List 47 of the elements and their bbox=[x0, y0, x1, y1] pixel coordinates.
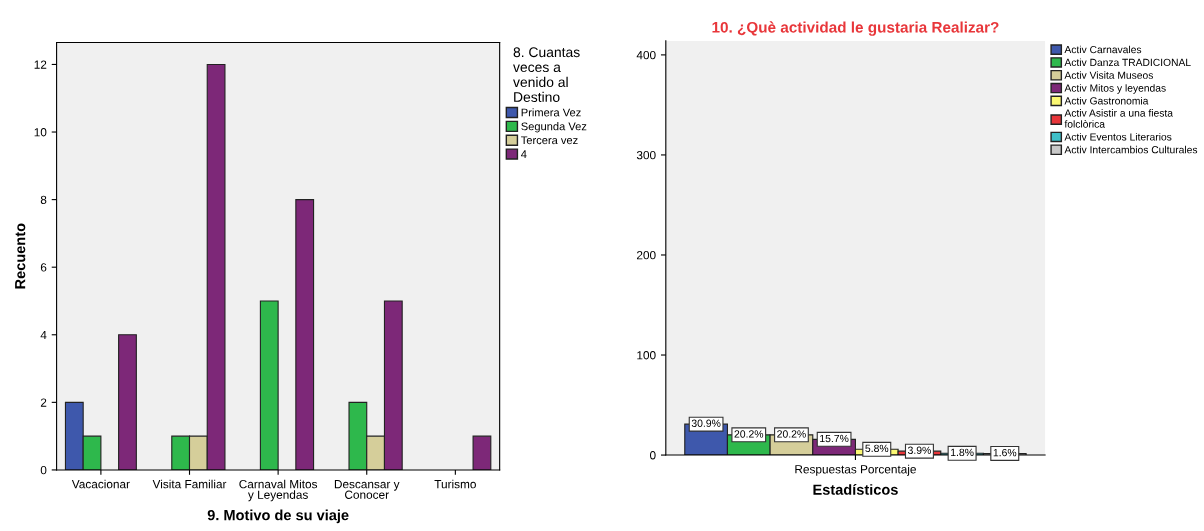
x-tick-label: Turismo bbox=[434, 479, 476, 489]
x-tick-label: Visita Familiar bbox=[152, 479, 227, 489]
data-label: 1.8% bbox=[951, 448, 974, 457]
data-label: 20.2% bbox=[734, 430, 764, 438]
data-label: 30.9% bbox=[691, 419, 721, 427]
data-label: 3.9% bbox=[907, 446, 931, 454]
x-tick-label: Carnaval Mitos y Leyendas bbox=[239, 479, 318, 502]
bar bbox=[295, 199, 315, 470]
y-tick-label: 200 bbox=[636, 251, 656, 260]
legend-label: 4 bbox=[521, 150, 527, 158]
y-tick-label: 2 bbox=[40, 398, 47, 407]
bar bbox=[118, 334, 137, 470]
y-tick-label: 0 bbox=[40, 465, 47, 475]
y-tick-label: 10 bbox=[34, 128, 47, 137]
data-label: 5.8% bbox=[865, 444, 889, 453]
y-tick-label: 12 bbox=[34, 60, 47, 69]
y-tick-label: 0 bbox=[649, 451, 656, 460]
y-tick-label: 4 bbox=[40, 330, 47, 340]
data-label: 1.6% bbox=[993, 448, 1017, 457]
legend-label: Tercera vez bbox=[521, 136, 578, 145]
x-axis-title: Estadísticos bbox=[813, 484, 898, 495]
legend-label: Primera Vez bbox=[521, 108, 581, 117]
y-tick-label: 8 bbox=[40, 195, 47, 204]
legend-label: Activ Intercambios Culturales bbox=[1064, 145, 1198, 154]
legend-label: Activ Carnavales bbox=[1064, 45, 1142, 54]
legend-label: Activ Gastronomia bbox=[1064, 96, 1149, 105]
legend-label: Activ Danza TRADICIONAL bbox=[1064, 58, 1191, 67]
y-tick-label: 6 bbox=[40, 263, 47, 272]
bar bbox=[472, 435, 492, 470]
chart-title: 10. ¿Què actividad le gustaria Realizar? bbox=[712, 21, 999, 36]
legend-label: Activ Asistir a una fiesta folclòrica bbox=[1064, 109, 1173, 128]
x-tick-label: Respuestas Porcentaje bbox=[795, 464, 916, 476]
x-tick-label: Descansar y Conocer bbox=[334, 480, 400, 499]
bar bbox=[259, 300, 279, 470]
legend-label: Activ Eventos Literarios bbox=[1064, 133, 1172, 141]
x-axis-title: 9. Motivo de su viaje bbox=[207, 509, 349, 524]
x-tick-label: Vacacionar bbox=[71, 479, 130, 489]
y-tick-label: 300 bbox=[636, 150, 656, 160]
legend-label: Segunda Vez bbox=[521, 122, 587, 133]
y-tick-label: 100 bbox=[637, 351, 656, 360]
legend-title: 8. Cuantas veces a venido al Destino bbox=[513, 47, 580, 103]
legend-label: Activ Visita Museos bbox=[1064, 71, 1153, 79]
y-axis-title: Recuento bbox=[15, 223, 26, 289]
data-label: 20.2% bbox=[777, 430, 806, 438]
data-label: 15.7% bbox=[820, 434, 849, 443]
y-tick-label: 400 bbox=[636, 50, 656, 60]
legend-label: Activ Mitos y leyendas bbox=[1064, 84, 1166, 94]
